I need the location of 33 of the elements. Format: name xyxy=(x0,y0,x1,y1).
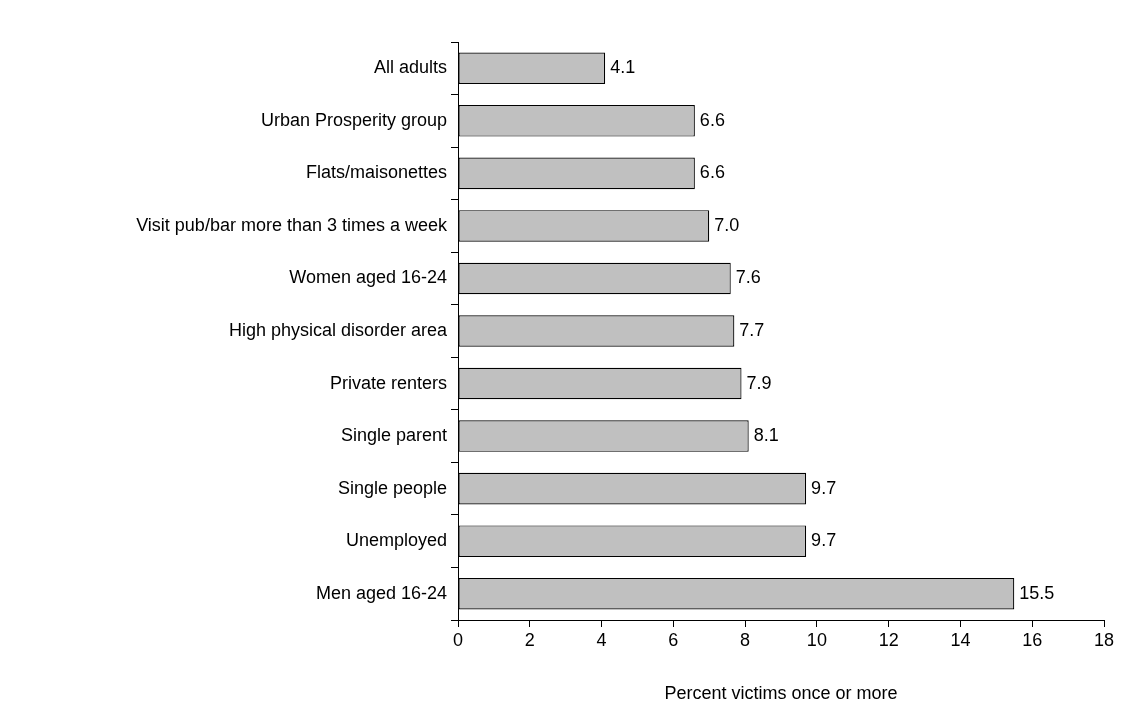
x-tick-label: 18 xyxy=(1093,629,1115,650)
data-label: 7.0 xyxy=(714,214,740,235)
x-tick-label: 0 xyxy=(452,629,464,650)
y-tick-label: Urban Prosperity group xyxy=(260,109,447,130)
y-tick-label: Men aged 16-24 xyxy=(315,582,447,603)
y-tick-label: Flats/maisonettes xyxy=(305,162,447,183)
y-tick-label: Women aged 16-24 xyxy=(289,267,447,288)
x-tick-label: 16 xyxy=(1022,629,1043,650)
x-tick-label: 2 xyxy=(524,629,535,650)
data-label: 7.7 xyxy=(739,319,765,340)
data-label: 9.7 xyxy=(811,530,837,551)
y-tick-label: High physical disorder area xyxy=(228,319,448,340)
data-label: 6.6 xyxy=(699,162,725,183)
x-tick-label: 12 xyxy=(878,629,899,650)
x-tick-label: 6 xyxy=(668,629,679,650)
data-label: 7.6 xyxy=(735,267,761,288)
x-tick-label: 8 xyxy=(740,629,751,650)
y-tick-label: All adults xyxy=(373,57,447,78)
data-label: 15.5 xyxy=(1019,582,1055,603)
x-axis-title: Percent victims once or more xyxy=(664,683,898,704)
y-tick-label: Unemployed xyxy=(345,530,447,551)
y-tick-label: Private renters xyxy=(329,372,447,393)
x-tick-label: 10 xyxy=(806,629,827,650)
data-label: 8.1 xyxy=(753,425,779,446)
y-tick-label: Single people xyxy=(337,477,447,498)
data-label: 9.7 xyxy=(811,477,837,498)
y-tick-label: Single parent xyxy=(340,425,447,446)
data-label: 7.9 xyxy=(746,372,772,393)
data-label: 6.6 xyxy=(699,109,725,130)
data-label: 4.1 xyxy=(610,57,636,78)
x-tick-label: 14 xyxy=(950,629,971,650)
y-tick-label: Visit pub/bar more than 3 times a week xyxy=(136,214,448,235)
x-tick-label: 4 xyxy=(596,629,607,650)
